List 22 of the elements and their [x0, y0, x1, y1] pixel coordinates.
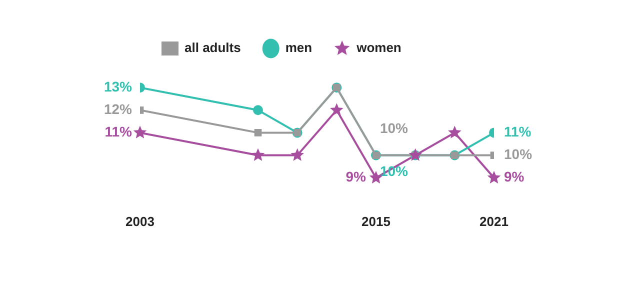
point — [290, 148, 304, 161]
data-label: 9% — [346, 168, 367, 185]
point — [448, 126, 462, 138]
legend-label: men — [285, 40, 312, 56]
point — [133, 126, 147, 138]
legend-label: all adults — [184, 40, 241, 56]
x-tick-label: 2021 — [480, 214, 508, 229]
data-label: 11% — [104, 124, 133, 140]
point — [487, 170, 501, 184]
point — [254, 129, 262, 136]
point — [251, 148, 265, 161]
data-label: 10% — [380, 120, 409, 136]
data-label: 10% — [504, 146, 533, 162]
data-label: 12% — [104, 100, 133, 117]
point — [253, 105, 263, 116]
x-tick-label: 2015 — [362, 214, 390, 229]
point — [330, 103, 344, 116]
data-label: 9% — [504, 168, 525, 185]
x-tick-label: 2003 — [126, 214, 154, 229]
data-label: 13% — [104, 78, 133, 94]
legend-label: women — [356, 40, 402, 56]
data-label: 11% — [504, 124, 532, 140]
